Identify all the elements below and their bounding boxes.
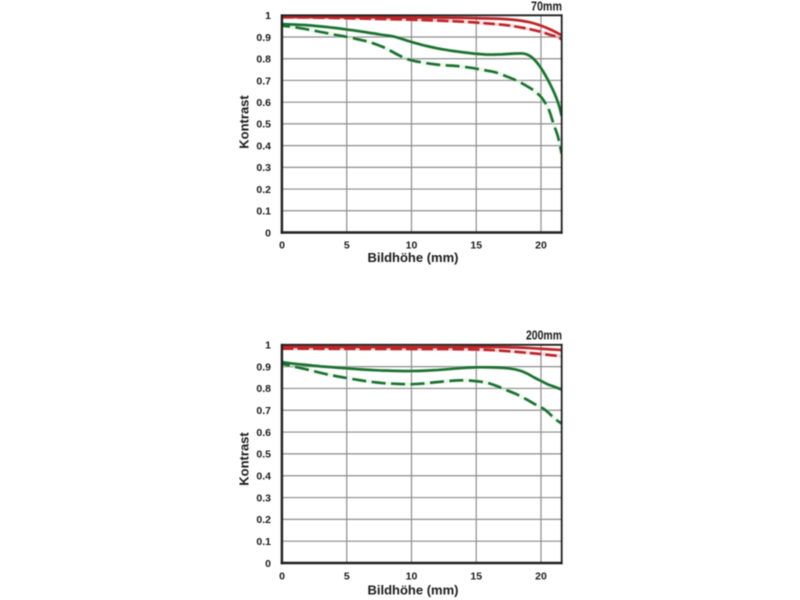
svg-text:1: 1 [265,340,271,352]
svg-text:Kontrast: Kontrast [237,95,252,149]
svg-text:0: 0 [279,570,285,582]
svg-text:200mm: 200mm [526,328,562,343]
svg-text:0.4: 0.4 [256,140,271,152]
svg-text:0.5: 0.5 [256,119,271,131]
svg-text:0.2: 0.2 [256,514,271,526]
svg-text:0.1: 0.1 [256,206,271,218]
svg-text:0.7: 0.7 [256,405,271,417]
svg-text:0.3: 0.3 [256,492,271,504]
svg-text:0.6: 0.6 [256,97,271,109]
svg-text:Bildhöhe (mm): Bildhöhe (mm) [368,250,459,265]
svg-text:0: 0 [279,240,285,252]
svg-text:15: 15 [470,240,482,252]
svg-text:5: 5 [344,240,350,252]
svg-text:0.6: 0.6 [256,427,271,439]
svg-text:10: 10 [406,570,418,582]
svg-text:0.8: 0.8 [256,54,271,66]
svg-text:10: 10 [406,240,418,252]
svg-text:20: 20 [535,240,547,252]
svg-text:0.5: 0.5 [256,449,271,461]
svg-text:Kontrast: Kontrast [237,432,252,486]
svg-text:1: 1 [265,10,271,22]
svg-text:20: 20 [535,570,547,582]
svg-text:Bildhöhe (mm): Bildhöhe (mm) [368,583,459,598]
svg-text:0.7: 0.7 [256,75,271,87]
svg-text:0.9: 0.9 [256,32,271,44]
svg-text:0: 0 [265,558,271,570]
svg-text:0.9: 0.9 [256,361,271,373]
svg-text:15: 15 [470,570,482,582]
svg-text:0.2: 0.2 [256,184,271,196]
svg-text:0.8: 0.8 [256,383,271,395]
svg-text:0.1: 0.1 [256,536,271,548]
svg-text:5: 5 [344,570,350,582]
svg-text:70mm: 70mm [531,0,562,13]
svg-text:0.4: 0.4 [256,471,271,483]
svg-text:0.3: 0.3 [256,162,271,174]
svg-text:0: 0 [265,227,271,239]
